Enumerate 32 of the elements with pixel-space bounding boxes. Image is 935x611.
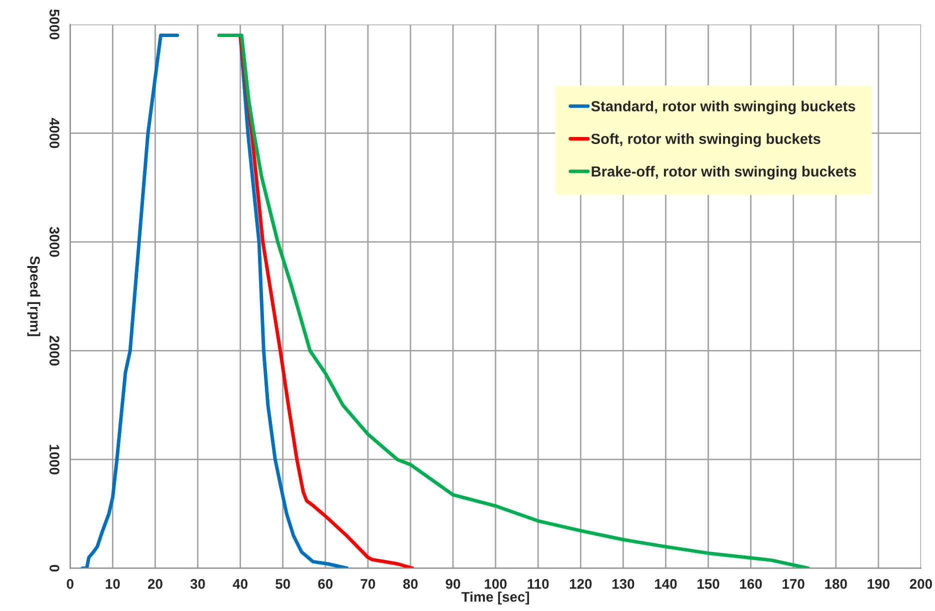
x-tick-label: 30 bbox=[190, 579, 205, 589]
x-tick-label: 180 bbox=[825, 579, 847, 589]
y-axis-title: Speed [rpm] bbox=[27, 256, 40, 336]
x-tick-label: 80 bbox=[403, 579, 418, 589]
legend-label: Standard, rotor with swinging buckets bbox=[591, 100, 856, 114]
x-tick-label: 120 bbox=[570, 579, 592, 589]
x-axis-title: Time [sec] bbox=[461, 592, 529, 605]
y-tick-label: 4000 bbox=[50, 118, 60, 148]
x-tick-label: 190 bbox=[868, 579, 890, 589]
x-tick-label: 140 bbox=[655, 579, 677, 589]
x-tick-label: 90 bbox=[446, 579, 460, 589]
y-tick-label: 0 bbox=[50, 564, 60, 572]
x-tick-label: 10 bbox=[106, 579, 120, 589]
x-tick-label: 20 bbox=[148, 579, 162, 589]
x-tick-label: 60 bbox=[318, 579, 333, 589]
y-tick-label: 3000 bbox=[49, 226, 60, 257]
x-tick-label: 40 bbox=[232, 579, 248, 589]
y-tick-label: 2000 bbox=[50, 336, 60, 366]
legend-label: Soft, rotor with swinging buckets bbox=[591, 133, 820, 147]
y-tick-label: 5000 bbox=[50, 9, 60, 40]
x-tick-label: 150 bbox=[698, 579, 720, 589]
x-tick-label: 100 bbox=[484, 579, 507, 589]
y-tick-label: 1000 bbox=[50, 444, 60, 474]
legend-label: Brake-off, rotor with swinging buckets bbox=[592, 166, 856, 180]
x-tick-label: 130 bbox=[612, 579, 634, 589]
x-tick-label: 170 bbox=[782, 579, 804, 589]
x-tick-label: 70 bbox=[360, 579, 376, 589]
x-tick-label: 50 bbox=[276, 579, 290, 589]
x-tick-label: 0 bbox=[66, 579, 74, 589]
x-tick-label: 160 bbox=[740, 579, 762, 589]
x-tick-label: 110 bbox=[528, 579, 549, 589]
x-tick-label: 200 bbox=[910, 579, 932, 589]
